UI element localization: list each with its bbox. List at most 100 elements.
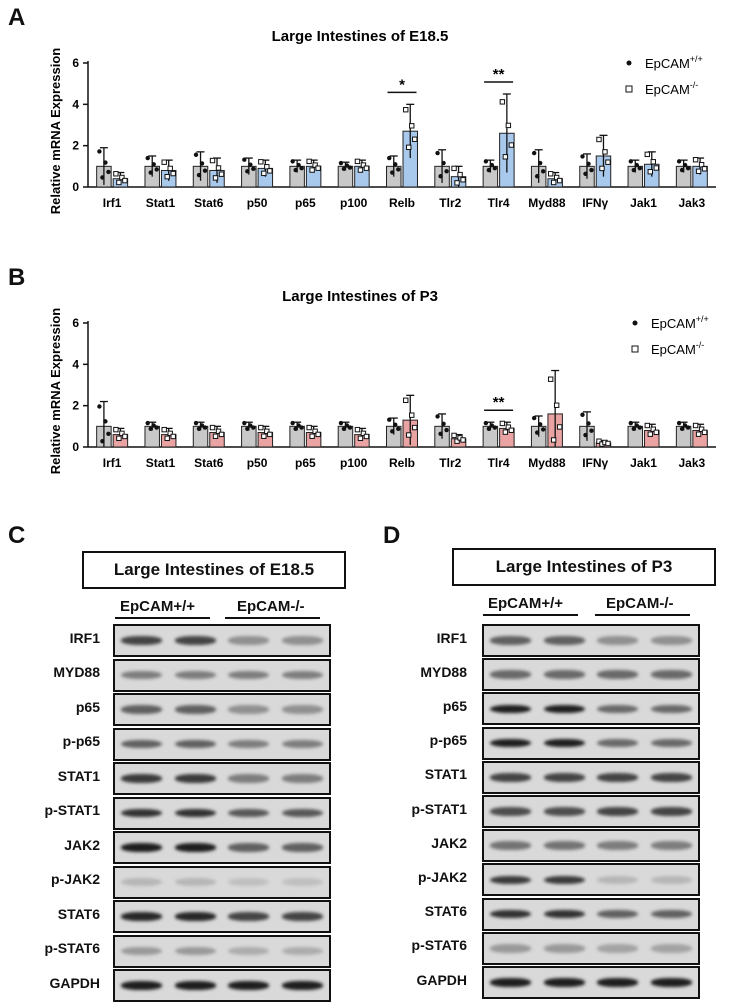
data-point xyxy=(499,420,506,427)
blot-band xyxy=(650,875,692,885)
blot-band xyxy=(650,943,692,953)
data-point xyxy=(583,432,588,438)
x-tick-label: Tlr4 xyxy=(488,196,510,210)
blot-band xyxy=(228,877,270,887)
blot-band xyxy=(650,807,692,816)
data-point xyxy=(164,435,170,442)
x-tick-label: Tlr4 xyxy=(488,456,510,470)
data-point xyxy=(299,165,304,171)
data-point xyxy=(199,161,205,166)
data-point xyxy=(212,175,219,181)
legend-label-wt: EpCAM+/+ xyxy=(645,54,703,71)
blot-group-ko-d: EpCAM-/- xyxy=(606,595,674,612)
blot-band xyxy=(174,670,216,680)
data-point xyxy=(409,123,415,129)
data-point xyxy=(637,425,642,430)
significance-label: * xyxy=(399,76,405,93)
blot-band xyxy=(543,943,585,953)
data-point xyxy=(218,431,225,438)
blot-band xyxy=(281,636,323,645)
data-point xyxy=(347,425,353,430)
data-point xyxy=(508,142,515,148)
data-point xyxy=(508,427,515,433)
blot-group-wt-c: EpCAM+/+ xyxy=(120,598,196,615)
blot-title-c: Large Intestines of E18.5 xyxy=(82,551,346,589)
data-point xyxy=(599,165,605,172)
blot-band xyxy=(543,636,585,645)
blot-band xyxy=(597,909,639,919)
data-point xyxy=(258,424,264,431)
data-point xyxy=(486,167,492,173)
chart-b: Large Intestines of P3 Relative mRNA Expr… xyxy=(48,288,716,474)
x-tick-label: p50 xyxy=(247,456,268,470)
blot-band xyxy=(490,670,532,680)
blot-row-label: STAT1 xyxy=(57,767,100,784)
data-point xyxy=(692,422,699,429)
data-point xyxy=(676,159,682,164)
blot-title-d: Large Intestines of P3 xyxy=(452,548,716,586)
chart-title: Large Intestines of P3 xyxy=(282,288,438,305)
legend-marker-wt xyxy=(626,60,632,66)
blot-band xyxy=(121,739,163,749)
data-point xyxy=(396,167,401,172)
x-tick-label: Jak1 xyxy=(630,456,657,470)
data-point xyxy=(245,169,250,174)
data-point xyxy=(650,426,656,432)
blot-strip xyxy=(482,624,700,657)
blot-row-label: p-JAK2 xyxy=(50,871,100,887)
data-point xyxy=(245,426,250,432)
data-point xyxy=(258,159,264,165)
blot-band xyxy=(174,877,216,887)
x-tick-label: Tlr2 xyxy=(439,456,461,470)
blot-strip xyxy=(482,726,700,760)
data-point xyxy=(537,422,543,427)
legend-marker-wt xyxy=(632,320,638,326)
data-point xyxy=(193,420,199,426)
blot-group-line-ko-d xyxy=(595,614,690,616)
data-point xyxy=(596,438,602,444)
data-point xyxy=(502,429,509,435)
blot-band xyxy=(490,772,532,782)
blot-band xyxy=(281,843,323,852)
blot-band xyxy=(650,978,692,987)
data-point xyxy=(628,420,633,426)
blot-band xyxy=(281,877,323,887)
blot-strip xyxy=(482,692,700,726)
data-point xyxy=(596,136,602,143)
data-point xyxy=(505,122,512,129)
data-point xyxy=(360,430,367,437)
blot-band xyxy=(490,875,532,885)
data-point xyxy=(306,158,312,165)
data-point xyxy=(647,169,653,175)
blot-band xyxy=(281,981,323,990)
data-point xyxy=(360,162,367,168)
data-point xyxy=(403,397,409,403)
blot-band xyxy=(490,943,532,953)
data-point xyxy=(293,167,298,173)
data-point xyxy=(161,426,167,433)
legend-marker-ko xyxy=(625,85,633,93)
blot-band xyxy=(597,807,639,816)
blot-band xyxy=(543,807,585,816)
data-point xyxy=(412,136,418,142)
data-point xyxy=(97,404,102,409)
blot-band xyxy=(228,636,270,645)
x-tick-label: IFNγ xyxy=(582,456,608,470)
data-point xyxy=(556,177,563,184)
data-point xyxy=(589,167,594,173)
blot-band xyxy=(174,843,216,852)
data-point xyxy=(540,427,546,432)
blot-band xyxy=(121,981,163,990)
blot-band xyxy=(281,912,323,921)
blot-band xyxy=(490,841,532,851)
y-axis-label: Relative mRNA Expression xyxy=(48,308,63,474)
blot-row-label: IRF1 xyxy=(436,629,467,646)
y-tick-label: 6 xyxy=(72,56,79,70)
blot-band xyxy=(597,670,639,680)
blot-band xyxy=(228,739,270,749)
x-tick-label: Stat1 xyxy=(146,196,176,210)
blot-band xyxy=(121,636,163,645)
data-point xyxy=(106,169,111,175)
blot-group-line-ko-c xyxy=(225,617,320,619)
data-point xyxy=(299,425,304,430)
